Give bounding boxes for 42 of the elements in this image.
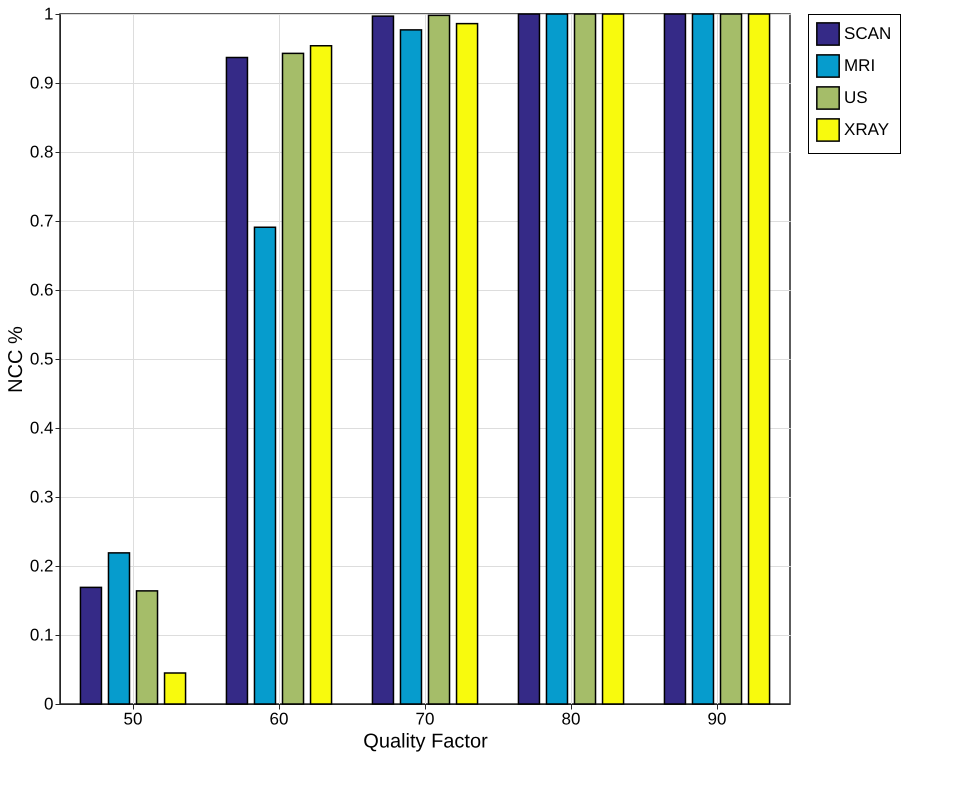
bar — [456, 22, 478, 705]
y-tick-label: 1 — [44, 4, 54, 24]
bar — [164, 672, 186, 705]
y-tick-label: 0.7 — [30, 212, 54, 230]
y-tick-label: 0.5 — [30, 350, 54, 368]
bar — [720, 13, 742, 705]
legend-label: MRI — [844, 56, 876, 75]
bar — [664, 13, 686, 705]
x-tick-label: 90 — [708, 710, 726, 728]
bar — [254, 226, 276, 705]
y-tick-label: 0.6 — [30, 280, 54, 300]
x-tick-label: 50 — [124, 710, 142, 728]
bar — [748, 13, 770, 705]
bar — [226, 56, 248, 705]
bar — [136, 590, 158, 705]
legend-label: US — [844, 88, 868, 107]
y-tick-label: 0.2 — [30, 556, 54, 576]
bar — [282, 52, 304, 705]
bar — [428, 14, 450, 705]
bar — [546, 13, 568, 705]
bar — [80, 586, 102, 705]
x-tick-label: 70 — [416, 710, 434, 728]
bar — [518, 13, 540, 705]
legend-label: SCAN — [844, 24, 892, 43]
bar — [372, 15, 394, 705]
bar — [400, 29, 422, 705]
x-tick-label: 80 — [562, 710, 580, 728]
x-tick-label: 60 — [270, 710, 288, 728]
y-tick-label: 0.9 — [30, 74, 54, 92]
y-tick-label: 0 — [44, 694, 54, 714]
legend-label: XRAY — [844, 120, 890, 139]
bar — [602, 13, 624, 705]
bar — [574, 13, 596, 705]
y-tick-label: 0.8 — [30, 142, 54, 162]
bar — [310, 44, 332, 705]
bar — [108, 552, 130, 705]
y-tick-label: 0.1 — [30, 626, 54, 644]
y-tick-label: 0.4 — [30, 418, 54, 438]
y-tick-label: 0.3 — [30, 488, 54, 506]
bar — [692, 13, 714, 705]
x-axis-title: Quality Factor — [363, 730, 488, 752]
y-axis-title: NCC % — [4, 326, 27, 393]
